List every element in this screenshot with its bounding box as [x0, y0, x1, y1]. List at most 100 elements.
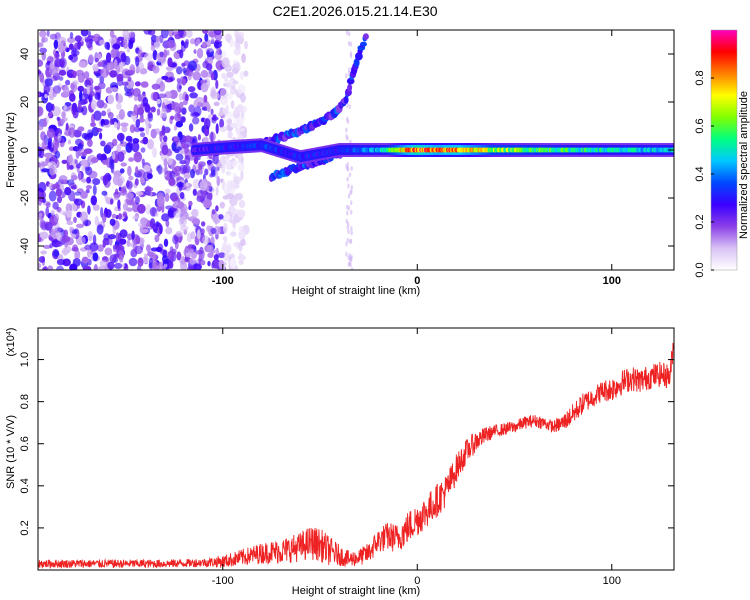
noise-blob: [93, 264, 98, 270]
noise-blob: [163, 158, 168, 168]
noise-blob: [156, 196, 165, 207]
spectrogram-y-tick-label: -20: [19, 190, 31, 206]
snr-y-axis-label: SNR (10 * V/V): [5, 415, 17, 489]
snr-y-multiplier-exp: 4: [6, 331, 13, 335]
noise-blob: [128, 40, 134, 50]
noise-blob: [90, 250, 94, 256]
noise-blob: [157, 164, 163, 175]
noise-blob: [118, 213, 122, 220]
noise-blob: [221, 50, 227, 58]
noise-blob: [77, 85, 85, 92]
noise-blob: [97, 244, 104, 252]
snr-frame: [37, 327, 675, 571]
spectrogram-panel: -100 0 100 -40 -20 0 20 40 Height of straight …: [5, 29, 675, 297]
noise-blob: [240, 105, 248, 113]
noise-blob: [39, 72, 45, 83]
noise-blob: [238, 242, 243, 252]
noise-blob: [140, 228, 149, 233]
noise-blob: [140, 147, 146, 153]
noise-blob: [52, 201, 59, 210]
noise-blob: [192, 178, 201, 189]
noise-blob: [204, 33, 209, 42]
noise-blob: [111, 213, 117, 219]
streak-blob: [349, 41, 353, 47]
snr-x-ticks: -100 0 100: [212, 328, 621, 587]
noise-blob: [206, 159, 213, 165]
noise-blob: [171, 102, 180, 111]
noise-blob: [173, 210, 182, 219]
noise-blob: [56, 265, 64, 270]
noise-blob: [97, 61, 104, 67]
noise-blob: [152, 65, 160, 74]
noise-blob: [230, 122, 238, 128]
noise-blob: [86, 84, 91, 94]
noise-blob: [237, 31, 245, 38]
noise-blob: [38, 106, 44, 117]
noise-blob: [106, 61, 111, 72]
noise-blob: [176, 66, 183, 75]
noise-blob: [134, 245, 144, 255]
spectrogram-y-tick-label: 40: [19, 48, 31, 60]
noise-blob: [106, 142, 114, 150]
colorbar: 0.0 0.2 0.4 0.6 0.8 Normalized spectral ampl…: [694, 29, 750, 278]
noise-blob: [78, 71, 83, 78]
noise-blob: [132, 88, 141, 97]
noise-blob: [128, 157, 135, 162]
noise-blob: [234, 194, 243, 201]
noise-blob: [185, 182, 189, 187]
noise-blob: [198, 163, 203, 171]
noise-blob: [74, 191, 82, 196]
noise-blob: [190, 111, 200, 118]
streak-blob: [345, 30, 349, 36]
noise-blob: [159, 224, 163, 235]
noise-blob: [112, 244, 120, 250]
noise-blob: [53, 250, 60, 257]
streak-blob: [346, 210, 349, 216]
noise-blob: [162, 259, 170, 265]
noise-blob: [94, 85, 100, 91]
noise-blob: [119, 229, 128, 239]
noise-blob: [142, 97, 149, 107]
noise-blob: [233, 48, 241, 56]
noise-blob: [87, 249, 92, 259]
noise-blob: [159, 51, 164, 58]
noise-blob: [163, 263, 168, 268]
spectrogram-x-axis-label: Height of straight line (km): [292, 285, 420, 297]
noise-blob: [90, 195, 98, 206]
noise-blob: [68, 164, 74, 170]
noise-blob: [121, 186, 127, 194]
noise-blob: [110, 87, 119, 93]
noise-blob: [230, 86, 237, 95]
noise-blob: [176, 251, 182, 261]
streak-blob: [349, 53, 353, 59]
noise-blob: [239, 252, 243, 258]
noise-blob: [124, 91, 133, 97]
noise-blob: [54, 58, 63, 68]
noise-blob: [137, 107, 145, 116]
snr-y-multiplier-close: ): [5, 328, 17, 332]
streak-blob: [346, 176, 349, 182]
noise-blob: [192, 116, 200, 125]
noise-blob: [66, 210, 73, 218]
noise-blob: [188, 200, 193, 207]
noise-blob: [214, 30, 222, 36]
streak-blob: [348, 172, 352, 178]
noise-blob: [197, 134, 201, 141]
noise-blob: [119, 238, 127, 245]
noise-blob: [167, 209, 174, 218]
noise-blob: [90, 157, 99, 164]
noise-blob: [230, 231, 237, 237]
noise-blob: [185, 252, 193, 258]
noise-blob: [184, 145, 189, 154]
noise-blob: [72, 244, 78, 252]
noise-blob: [107, 234, 117, 240]
noise-blob: [112, 225, 116, 236]
noise-blob: [199, 169, 203, 175]
noise-blob: [174, 200, 179, 206]
noise-blob: [38, 256, 46, 263]
noise-blob: [238, 225, 245, 232]
noise-blob: [212, 114, 217, 119]
noise-blob: [57, 42, 65, 54]
noise-blob: [69, 93, 76, 102]
snr-y-tick-label: 0.2: [19, 520, 31, 535]
